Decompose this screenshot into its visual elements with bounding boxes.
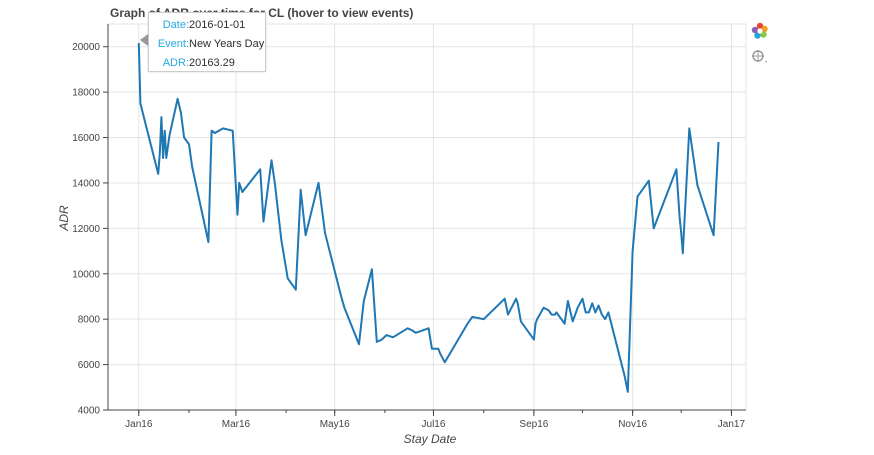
x-axis: Jan16 Mar16 May16 Jul16 Sep16 Nov16 Jan17	[125, 410, 745, 430]
y-tick-label: 14000	[72, 178, 100, 189]
tooltip-event-value: New Years Day	[189, 38, 265, 50]
hover-tool-icon[interactable]	[751, 48, 769, 66]
y-tick-label: 4000	[78, 406, 101, 417]
hover-tooltip: Date:2016-01-01 Event:New Years Day ADR:…	[148, 12, 266, 72]
tooltip-adr-key: ADR:	[162, 57, 189, 69]
x-tick-label: Jul16	[422, 419, 446, 430]
grid-lines	[108, 24, 746, 411]
x-tick-label: Nov16	[618, 419, 647, 430]
y-tick-label: 8000	[78, 315, 101, 326]
y-tick-label: 18000	[72, 88, 100, 99]
y-tick-label: 12000	[72, 224, 100, 235]
plot-toolbar	[751, 22, 773, 74]
tooltip-date-value: 2016-01-01	[189, 19, 246, 31]
tooltip-adr-value: 20163.29	[189, 57, 235, 69]
y-axis-title: ADR	[57, 205, 71, 232]
x-tick-label: Sep16	[519, 419, 548, 430]
y-tick-label: 6000	[78, 360, 101, 371]
tooltip-adr-row: ADR:20163.29	[153, 54, 261, 73]
x-tick-label: Jan17	[718, 419, 746, 430]
y-tick-label: 20000	[72, 42, 100, 53]
x-tick-label: May16	[320, 419, 350, 430]
series-line-adr[interactable]	[137, 42, 720, 393]
tooltip-event-row: Event:New Years Day	[153, 35, 265, 54]
tooltip-event-key: Event:	[157, 38, 189, 50]
x-axis-title: Stay Date	[404, 432, 457, 446]
y-tick-label: 16000	[72, 133, 100, 144]
tooltip-arrow	[140, 34, 148, 46]
x-tick-label: Jan16	[125, 419, 153, 430]
y-tick-label: 10000	[72, 269, 100, 280]
tooltip-date-row: Date:2016-01-01	[153, 16, 261, 35]
y-axis: 4000 6000 8000 10000 12000 14000 16000 18000 200…	[72, 42, 108, 417]
bokeh-logo-icon[interactable]	[751, 22, 769, 40]
tooltip-date-key: Date:	[162, 19, 189, 31]
x-tick-label: Mar16	[222, 419, 251, 430]
